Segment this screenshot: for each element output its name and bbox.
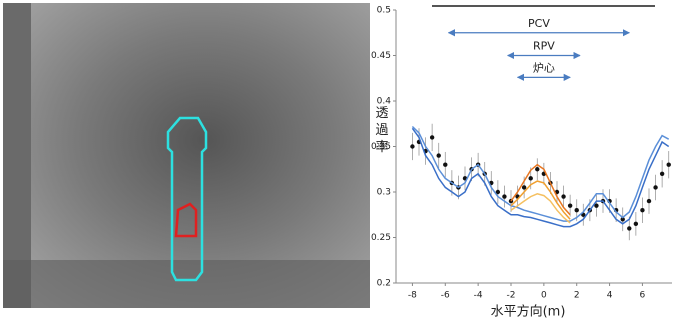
y-tick-label: 0.4 [377,97,392,107]
data-point [429,135,435,140]
y-tick-label: 0.25 [371,233,391,243]
data-point [594,203,599,208]
x-tick-label: -8 [408,291,417,301]
series-line [510,180,571,220]
data-point [666,162,671,167]
data-point [521,185,527,190]
data-point [646,198,652,204]
x-tick-label: 2 [574,291,580,301]
data-point [561,194,566,199]
data-point [633,221,639,227]
x-tick-label: 0 [541,291,547,301]
data-point [535,167,540,172]
data-point [436,153,441,158]
radiograph [3,3,370,308]
data-point [495,189,501,195]
series-line [510,193,571,224]
x-tick-label: -6 [441,291,450,301]
y-tick-label: 0.35 [371,142,391,152]
series-line [411,125,670,222]
data-point [528,176,533,181]
x-tick-label: -2 [507,291,516,301]
data-point [620,217,625,222]
y-tick-label: 0.3 [377,188,391,198]
data-point [443,162,448,167]
data-point [410,144,415,149]
y-tick-label: 0.5 [377,6,391,16]
data-point [659,171,665,176]
annotation-label: RPV [533,40,555,53]
series-line [510,163,571,216]
y-tick-label: 0.2 [377,279,391,289]
series-line [411,127,670,228]
data-point [627,226,632,231]
x-tick-label: -4 [474,291,483,301]
x-tick-label: 6 [640,291,646,301]
data-point [567,203,573,208]
data-point [502,194,507,199]
data-point [640,208,645,213]
data-point [574,208,579,213]
data-point [653,185,658,190]
x-tick-label: 4 [607,291,613,301]
x-axis-label: 水平方向(m) [491,304,566,320]
y-axis-label-1: 透過率 [375,106,388,155]
annotation-label: PCV [528,17,550,30]
y-tick-label: 0.45 [371,51,391,61]
annotation-label: 炉心 [533,61,555,74]
